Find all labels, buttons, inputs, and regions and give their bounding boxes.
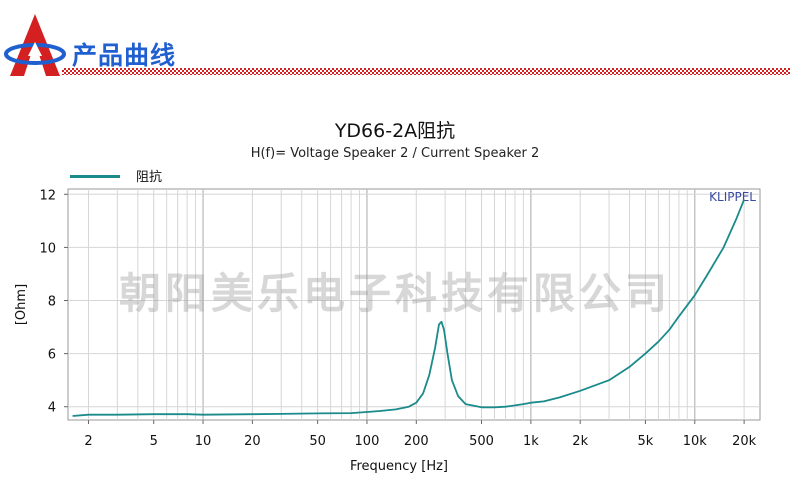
klippel-annotation: KLIPPEL <box>709 190 756 204</box>
x-tick-label: 20k <box>732 434 757 449</box>
x-tick-label: 10k <box>683 434 708 449</box>
plot-area <box>67 188 761 421</box>
x-tick-label: 20 <box>244 434 261 449</box>
y-tick-label: 10 <box>39 241 56 256</box>
y-tick-label: 12 <box>39 188 56 203</box>
header-title: 产品曲线 <box>72 41 177 70</box>
x-tick-label: 2 <box>84 434 92 449</box>
x-axis-label: Frequency [Hz] <box>350 459 448 474</box>
x-tick-label: 5k <box>638 434 654 449</box>
x-tick-label: 100 <box>355 434 380 449</box>
x-tick-label: 2k <box>572 434 588 449</box>
y-tick-label: 4 <box>48 401 56 416</box>
chart-title: YD66-2A阻抗 <box>334 120 456 142</box>
x-tick-label: 10 <box>195 434 212 449</box>
x-tick-label: 200 <box>404 434 429 449</box>
chart-subtitle: H(f)= Voltage Speaker 2 / Current Speake… <box>250 146 540 161</box>
legend-label: 阻抗 <box>136 170 163 185</box>
x-tick-label: 50 <box>309 434 326 449</box>
triangle-logo-icon <box>4 14 66 76</box>
y-axis-label: [Ohm] <box>14 284 29 325</box>
header: 产品曲线 <box>0 0 790 80</box>
header-divider <box>62 68 790 75</box>
legend-swatch <box>70 175 120 178</box>
x-tick-label: 5 <box>150 434 158 449</box>
x-tick-label: 1k <box>523 434 539 449</box>
y-tick-label: 8 <box>48 295 56 310</box>
y-tick-label: 6 <box>48 348 56 363</box>
impedance-curve <box>72 199 745 417</box>
x-tick-label: 500 <box>469 434 494 449</box>
